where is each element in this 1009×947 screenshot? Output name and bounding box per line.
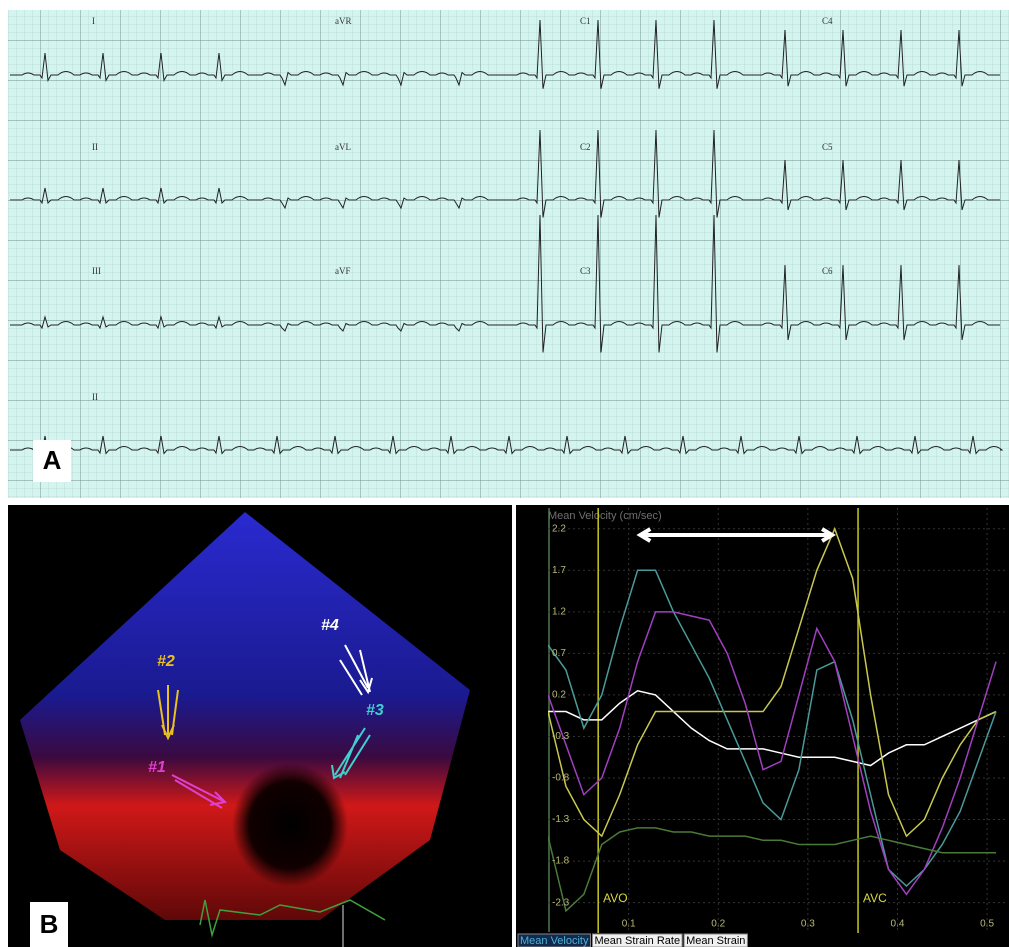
panel-label: A xyxy=(43,445,62,475)
lead-label: C2 xyxy=(580,142,591,152)
lead-label: aVL xyxy=(335,142,351,152)
echo-cavity xyxy=(232,763,348,887)
panel-label: B xyxy=(40,909,59,939)
lead-label: C3 xyxy=(580,266,591,276)
lead-label: I xyxy=(92,16,95,26)
y-tick-label: -1.8 xyxy=(552,856,570,867)
x-tick-label: 0.1 xyxy=(622,919,636,930)
figure: IaVR C1 C4 II aVL C2 C5 III aVF C3 C6 II A #1 #2 #3… xyxy=(0,0,1009,947)
lead-label: III xyxy=(92,266,101,276)
lead-label: C4 xyxy=(822,16,833,26)
ecg-grid xyxy=(8,10,1009,498)
lead-label: II xyxy=(92,142,98,152)
tab-label: Mean Strain Rate xyxy=(594,935,680,947)
tab-label: Mean Velocity xyxy=(520,935,589,947)
y-tick-label: 1.7 xyxy=(552,565,566,576)
event-label: AVO xyxy=(603,891,627,905)
chart-background xyxy=(516,505,1009,947)
lead-label: aVF xyxy=(335,266,351,276)
y-tick-label: -1.3 xyxy=(552,814,570,825)
x-tick-label: 0.2 xyxy=(711,919,725,930)
lead-label: II xyxy=(92,392,98,402)
lead-label: C5 xyxy=(822,142,833,152)
arrow-label: #4 xyxy=(321,617,339,634)
y-tick-label: 2.2 xyxy=(552,523,566,534)
arrow-label: #3 xyxy=(366,702,384,719)
y-tick-label: -0.8 xyxy=(552,773,570,784)
y-tick-label: 1.2 xyxy=(552,606,566,617)
y-tick-label: 0.7 xyxy=(552,648,566,659)
x-tick-label: 0.4 xyxy=(891,919,905,930)
arrow-label: #2 xyxy=(157,653,175,670)
chart-title: Mean Velocity (cm/sec) xyxy=(548,510,662,522)
y-tick-label: 0.2 xyxy=(552,690,566,701)
tab-label: Mean Strain xyxy=(686,935,745,947)
y-tick-label: -0.3 xyxy=(552,731,570,742)
lead-label: C6 xyxy=(822,266,833,276)
event-label: AVC xyxy=(863,891,887,905)
x-tick-label: 0.5 xyxy=(980,919,994,930)
tabs: Mean Velocity Mean Strain Rate Mean Strain xyxy=(518,934,747,947)
lead-label: aVR xyxy=(335,16,352,26)
x-tick-label: 0.3 xyxy=(801,919,815,930)
arrow-label: #1 xyxy=(148,759,166,776)
page: {"panel_a": {"label": "A", "leads": ["I"… xyxy=(0,0,1009,947)
y-tick-label: -2.3 xyxy=(552,897,570,908)
lead-label: C1 xyxy=(580,16,591,26)
